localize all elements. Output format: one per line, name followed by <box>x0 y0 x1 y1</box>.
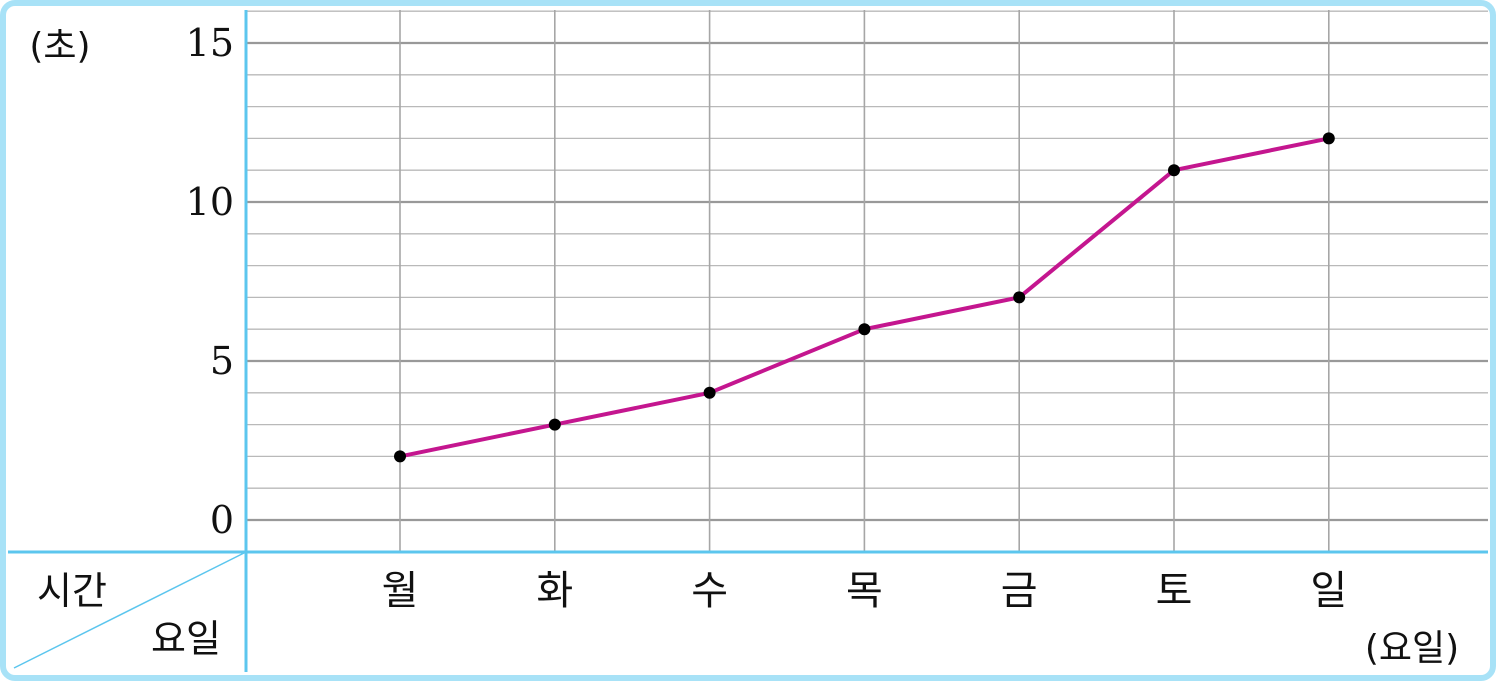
x-category-label: 금 <box>1001 568 1038 614</box>
x-category-label: 일 <box>1310 568 1347 614</box>
x-category-label: 목 <box>846 568 883 614</box>
data-point <box>1013 291 1026 304</box>
data-point <box>703 386 716 399</box>
data-point <box>394 450 406 463</box>
corner-diagonal <box>13 551 247 669</box>
y-tick-label: 0 <box>210 498 234 542</box>
x-category-label: 월 <box>382 568 419 614</box>
data-point <box>548 418 561 431</box>
grid <box>246 10 1488 552</box>
axes <box>8 10 1488 672</box>
y-tick-label: 10 <box>186 180 234 224</box>
x-axis-unit: (요일) <box>1365 628 1459 669</box>
data-series <box>394 132 1335 463</box>
data-point <box>1322 132 1335 145</box>
x-category-label: 수 <box>691 568 728 614</box>
y-tick-label: 15 <box>186 21 234 65</box>
corner-label-top: 시간 <box>37 569 107 613</box>
y-tick-labels: 0 5 10 15 <box>186 21 234 542</box>
y-axis-unit: (초) <box>29 26 90 67</box>
x-category-label: 화 <box>536 568 573 614</box>
x-category-label: 토 <box>1156 568 1193 614</box>
data-point <box>858 323 871 336</box>
y-tick-label: 5 <box>210 339 234 383</box>
data-point <box>1168 164 1180 177</box>
corner-label-bottom: 요일 <box>151 617 221 661</box>
